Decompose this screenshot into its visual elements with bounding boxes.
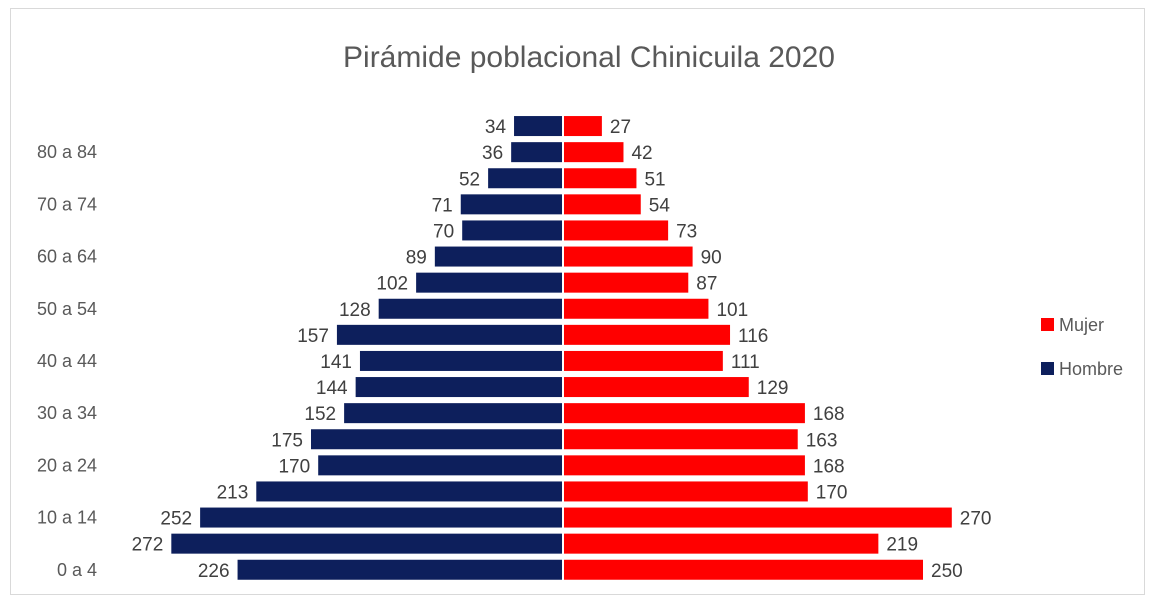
legend-swatch-hombre bbox=[1041, 362, 1054, 375]
data-label-hombre-3: 213 bbox=[217, 482, 249, 503]
data-label-hombre-4: 170 bbox=[278, 456, 310, 477]
data-label-mujer-5: 163 bbox=[806, 430, 838, 451]
data-label-hombre-14: 71 bbox=[432, 195, 453, 216]
data-label-hombre-6: 152 bbox=[304, 404, 336, 425]
data-label-hombre-0: 226 bbox=[198, 561, 230, 582]
data-label-hombre-16: 36 bbox=[482, 143, 503, 164]
bar-hombre-4 bbox=[318, 455, 563, 476]
bar-hombre-17 bbox=[514, 116, 563, 137]
bar-mujer-13 bbox=[563, 220, 669, 241]
bar-mujer-2 bbox=[563, 507, 952, 528]
data-label-mujer-10: 101 bbox=[716, 300, 748, 321]
data-label-mujer-16: 42 bbox=[631, 143, 652, 164]
data-label-mujer-8: 111 bbox=[731, 352, 760, 373]
legend-label-mujer: Mujer bbox=[1059, 315, 1104, 335]
data-label-mujer-9: 116 bbox=[738, 326, 768, 347]
bar-hombre-3 bbox=[256, 481, 563, 502]
chart-frame: Pirámide poblacional Chinicuila 2020 0 a… bbox=[10, 8, 1145, 595]
bar-hombre-6 bbox=[344, 403, 563, 424]
bar-mujer-1 bbox=[563, 533, 879, 554]
data-label-mujer-3: 170 bbox=[816, 482, 848, 503]
data-label-mujer-7: 129 bbox=[757, 378, 789, 399]
legend: Mujer Hombre bbox=[1041, 315, 1123, 379]
bar-hombre-8 bbox=[359, 350, 563, 371]
data-label-hombre-12: 89 bbox=[406, 248, 427, 269]
chart-title: Pirámide poblacional Chinicuila 2020 bbox=[343, 41, 835, 74]
bar-mujer-17 bbox=[563, 116, 602, 137]
data-label-hombre-2: 252 bbox=[160, 509, 192, 530]
data-label-mujer-1: 219 bbox=[886, 535, 918, 556]
bar-mujer-12 bbox=[563, 246, 693, 267]
data-label-hombre-8: 141 bbox=[320, 352, 352, 373]
data-label-hombre-13: 70 bbox=[433, 221, 454, 242]
data-label-mujer-4: 168 bbox=[813, 456, 845, 477]
y-tick-label-8: 40 a 44 bbox=[37, 351, 97, 371]
bar-mujer-7 bbox=[563, 377, 749, 398]
data-label-mujer-15: 51 bbox=[644, 169, 665, 190]
data-label-hombre-17: 34 bbox=[485, 117, 507, 138]
data-label-hombre-11: 102 bbox=[376, 274, 408, 295]
bar-hombre-2 bbox=[200, 507, 563, 528]
y-axis-ticks: 0 a 4 10 a 14 20 a 24 30 a 34 40 a 44 50 a 54… bbox=[37, 142, 97, 580]
bar-mujer-10 bbox=[563, 298, 709, 319]
bar-mujer-3 bbox=[563, 481, 808, 502]
data-labels: 250 226 219 272 270 252 170 213 168 170 163 175 168 1… bbox=[132, 117, 992, 582]
bar-hombre-0 bbox=[237, 559, 563, 580]
population-pyramid-chart: Pirámide poblacional Chinicuila 2020 0 a… bbox=[37, 41, 1123, 583]
data-label-mujer-12: 90 bbox=[701, 248, 722, 269]
y-tick-label-16: 80 a 84 bbox=[37, 142, 97, 162]
bar-mujer-11 bbox=[563, 272, 689, 293]
bar-mujer-15 bbox=[563, 168, 637, 189]
bar-hombre-13 bbox=[462, 220, 563, 241]
data-label-hombre-15: 52 bbox=[459, 169, 480, 190]
y-tick-label-4: 20 a 24 bbox=[37, 455, 97, 475]
bar-mujer-8 bbox=[563, 350, 723, 371]
data-label-hombre-1: 272 bbox=[132, 535, 164, 556]
bar-mujer-4 bbox=[563, 455, 805, 476]
data-label-mujer-13: 73 bbox=[676, 221, 697, 242]
bar-hombre-5 bbox=[311, 429, 563, 450]
bar-mujer-0 bbox=[563, 559, 923, 580]
bar-mujer-9 bbox=[563, 324, 731, 345]
bar-hombre-14 bbox=[460, 194, 563, 215]
bar-hombre-10 bbox=[378, 298, 563, 319]
data-label-mujer-17: 27 bbox=[610, 117, 631, 138]
bar-mujer-5 bbox=[563, 429, 798, 450]
bar-hombre-11 bbox=[416, 272, 563, 293]
data-label-hombre-5: 175 bbox=[271, 430, 303, 451]
data-label-mujer-11: 87 bbox=[696, 274, 717, 295]
bar-mujer-16 bbox=[563, 142, 624, 163]
data-label-mujer-6: 168 bbox=[813, 404, 845, 425]
bar-hombre-15 bbox=[488, 168, 563, 189]
bars-group bbox=[171, 116, 952, 580]
data-label-hombre-7: 144 bbox=[316, 378, 348, 399]
y-tick-label-10: 50 a 54 bbox=[37, 299, 97, 319]
y-tick-label-2: 10 a 14 bbox=[37, 508, 97, 528]
data-label-hombre-9: 157 bbox=[297, 326, 329, 347]
data-label-mujer-2: 270 bbox=[960, 509, 992, 530]
legend-label-hombre: Hombre bbox=[1059, 359, 1123, 379]
y-tick-label-12: 60 a 64 bbox=[37, 247, 97, 267]
bar-hombre-9 bbox=[336, 324, 563, 345]
y-tick-label-14: 70 a 74 bbox=[37, 194, 97, 214]
bar-mujer-6 bbox=[563, 403, 805, 424]
data-label-mujer-0: 250 bbox=[931, 561, 963, 582]
y-tick-label-6: 30 a 34 bbox=[37, 403, 97, 423]
legend-swatch-mujer bbox=[1041, 318, 1054, 331]
data-label-hombre-10: 128 bbox=[339, 300, 371, 321]
data-label-mujer-14: 54 bbox=[649, 195, 671, 216]
bar-hombre-12 bbox=[434, 246, 563, 267]
bar-hombre-1 bbox=[171, 533, 563, 554]
bar-mujer-14 bbox=[563, 194, 641, 215]
y-tick-label-0: 0 a 4 bbox=[57, 560, 97, 580]
bar-hombre-16 bbox=[511, 142, 563, 163]
bar-hombre-7 bbox=[355, 377, 563, 398]
